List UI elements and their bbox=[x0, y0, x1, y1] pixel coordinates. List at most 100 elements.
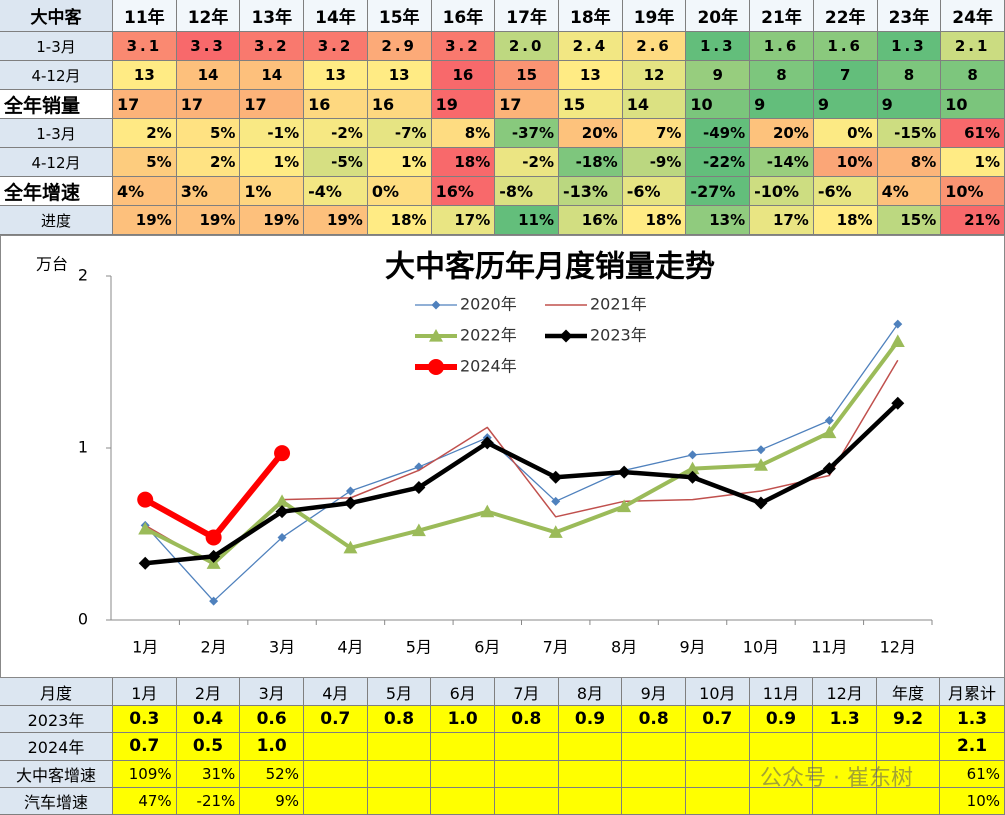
heat-cell: -9% bbox=[622, 148, 687, 177]
data-cell: 9% bbox=[240, 787, 304, 815]
heat-cell: 2.4 bbox=[559, 32, 623, 61]
data-cell bbox=[558, 760, 623, 788]
heat-cell: 16 bbox=[431, 61, 496, 90]
row-label: 2023年 bbox=[0, 706, 113, 734]
x-tick-label: 2月 bbox=[201, 638, 227, 657]
heat-cell: 10 bbox=[941, 90, 1005, 119]
heat-cell: 3.1 bbox=[113, 32, 177, 61]
data-cell: -21% bbox=[176, 787, 241, 815]
heat-cell: 1% bbox=[240, 148, 305, 177]
heat-cell: -49% bbox=[686, 119, 751, 148]
heat-cell: 10% bbox=[813, 148, 878, 177]
data-cell: 0.6 bbox=[240, 706, 304, 734]
data-cell bbox=[877, 733, 940, 761]
year-header: 23年 bbox=[877, 0, 942, 32]
marker bbox=[617, 499, 632, 513]
heat-cell: -2% bbox=[495, 148, 559, 177]
heat-cell: 10 bbox=[686, 90, 751, 119]
heat-cell: 1.3 bbox=[686, 32, 751, 61]
legend-label: 2020年 bbox=[460, 295, 517, 314]
marker bbox=[205, 529, 222, 546]
heat-cell: 4% bbox=[877, 177, 942, 206]
heat-cell: 1% bbox=[240, 177, 305, 206]
chart-title: 大中客历年月度销量走势 bbox=[385, 250, 715, 285]
watermark: 公众号 · 崔东树 bbox=[760, 766, 913, 791]
x-tick-label: 4月 bbox=[337, 638, 363, 657]
heat-cell: -6% bbox=[813, 177, 878, 206]
heat-cell: 8 bbox=[877, 61, 942, 90]
heat-cell: 14 bbox=[622, 90, 687, 119]
data-cell: 0.9 bbox=[749, 706, 814, 734]
year-header: 12年 bbox=[176, 0, 241, 32]
heat-cell: 1.6 bbox=[750, 32, 814, 61]
heat-cell: 9 bbox=[813, 90, 878, 119]
heat-cell: 15% bbox=[877, 206, 942, 235]
heat-cell: -8% bbox=[495, 177, 559, 206]
month-header: 1月 bbox=[113, 678, 177, 706]
data-cell bbox=[558, 787, 623, 815]
row-label: 2024年 bbox=[0, 733, 113, 761]
data-cell bbox=[749, 760, 814, 788]
marker bbox=[822, 425, 837, 439]
heat-cell: 4% bbox=[113, 177, 177, 206]
heat-cell: 8 bbox=[750, 61, 814, 90]
series-line bbox=[144, 401, 900, 566]
year-header: 21年 bbox=[750, 0, 814, 32]
row-label: 全年销量 bbox=[0, 90, 113, 119]
data-cell bbox=[304, 733, 368, 761]
heat-cell: 13 bbox=[367, 61, 432, 90]
marker bbox=[617, 465, 631, 479]
table-corner: 大中客 bbox=[0, 0, 113, 32]
heat-cell: 18% bbox=[813, 206, 878, 235]
row-label: 1-3月 bbox=[0, 119, 113, 148]
series-line bbox=[144, 340, 900, 566]
heat-cell: 7% bbox=[622, 119, 687, 148]
data-cell: 9.2 bbox=[877, 706, 940, 734]
heat-cell: 3% bbox=[176, 177, 241, 206]
heat-cell: 19 bbox=[431, 90, 496, 119]
heat-cell: 16% bbox=[431, 177, 496, 206]
marker bbox=[754, 496, 768, 510]
heat-cell: 5% bbox=[176, 119, 241, 148]
data-cell: 0.3 bbox=[113, 706, 177, 734]
heat-cell: -22% bbox=[686, 148, 751, 177]
data-cell: 1.3 bbox=[813, 706, 877, 734]
data-cell bbox=[877, 787, 940, 815]
row-label: 1-3月 bbox=[0, 32, 113, 61]
x-tick-label: 11月 bbox=[811, 638, 847, 657]
data-cell: 1.3 bbox=[940, 706, 1005, 734]
legend-label: 2023年 bbox=[590, 326, 647, 345]
heat-cell: 14 bbox=[176, 61, 241, 90]
data-cell bbox=[495, 733, 559, 761]
month-header: 12月 bbox=[813, 678, 877, 706]
marker bbox=[753, 458, 768, 471]
data-cell bbox=[877, 760, 940, 788]
data-cell bbox=[495, 787, 559, 815]
marker bbox=[824, 415, 834, 425]
heat-cell: 3.2 bbox=[304, 32, 368, 61]
heat-cell: -37% bbox=[495, 119, 559, 148]
heat-cell: 17 bbox=[113, 90, 177, 119]
heat-cell: -13% bbox=[559, 177, 623, 206]
chart: 大中客历年月度销量走势 万台 0 1 2 1月 2月 3月 4月 5月 6月 7月 8月 9月 10月 1… bbox=[0, 235, 1005, 678]
marker bbox=[275, 505, 289, 519]
month-header: 月度 bbox=[0, 678, 113, 706]
heat-cell: 18% bbox=[367, 206, 432, 235]
heat-cell: 7 bbox=[813, 61, 878, 90]
marker bbox=[412, 481, 426, 495]
legend-label: 2022年 bbox=[460, 326, 517, 345]
heat-cell: 19% bbox=[176, 206, 241, 235]
marker bbox=[686, 470, 700, 484]
heat-cell: 2.6 bbox=[622, 32, 687, 61]
heat-cell: 0% bbox=[813, 119, 878, 148]
x-tick-label: 10月 bbox=[743, 638, 779, 657]
heat-cell: 2% bbox=[176, 148, 241, 177]
year-header: 22年 bbox=[813, 0, 878, 32]
heat-cell: 13% bbox=[686, 206, 751, 235]
heat-cell: 20% bbox=[559, 119, 623, 148]
data-cell: 1.0 bbox=[431, 706, 495, 734]
heat-cell: 3.2 bbox=[431, 32, 496, 61]
marker bbox=[138, 521, 153, 535]
data-cell: 0.7 bbox=[304, 706, 368, 734]
heat-cell: 8% bbox=[877, 148, 942, 177]
